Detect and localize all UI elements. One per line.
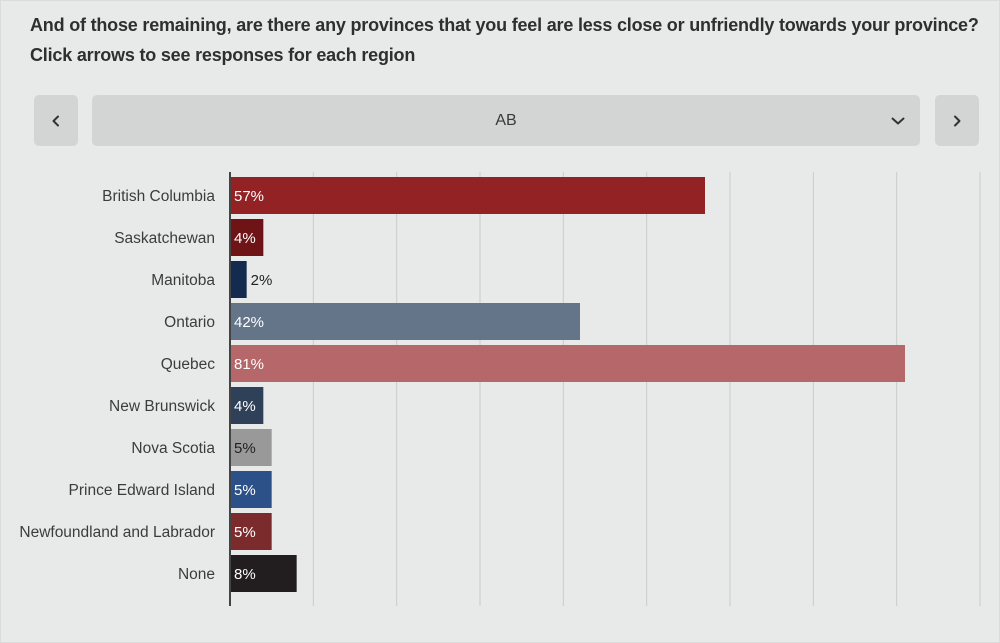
bar: [230, 387, 264, 424]
region-dropdown-value: AB: [495, 112, 517, 129]
bar-value-label: 5%: [234, 440, 256, 457]
next-region-button[interactable]: [935, 95, 979, 146]
category-label: Nova Scotia: [131, 440, 215, 457]
category-label: Newfoundland and Labrador: [19, 524, 215, 541]
bar-value-label: 8%: [234, 566, 256, 583]
category-label: Prince Edward Island: [69, 482, 215, 499]
bar: [230, 219, 264, 256]
bar-value-label: 5%: [234, 524, 256, 541]
bar-value-label: 5%: [234, 482, 256, 499]
category-label: Saskatchewan: [114, 230, 215, 247]
question-title: And of those remaining, are there any pr…: [30, 15, 979, 35]
bar-chart: British Columbia 57% Saskatchewan 4% Manitob…: [19, 172, 981, 606]
category-label: British Columbia: [102, 188, 215, 205]
bar-value-label: 2%: [251, 272, 273, 289]
bar-value-label: 4%: [234, 398, 256, 415]
bar: [230, 303, 580, 340]
category-label: Ontario: [164, 314, 215, 331]
bar: [230, 177, 705, 214]
category-label: Quebec: [161, 356, 216, 373]
bar: [230, 261, 247, 298]
previous-region-button[interactable]: [34, 95, 78, 146]
chevron-down-icon: [891, 117, 905, 125]
bar-value-label: 4%: [234, 230, 256, 247]
bar: [230, 345, 905, 382]
chevron-left-icon: [52, 115, 59, 126]
category-label: None: [178, 566, 215, 583]
question-instructions: Click arrows to see responses for each r…: [30, 45, 416, 65]
bar-value-label: 81%: [234, 356, 264, 373]
bar-value-label: 57%: [234, 188, 264, 205]
bar: [230, 513, 272, 550]
bar: [230, 555, 297, 592]
category-label: Manitoba: [151, 272, 215, 289]
bar: [230, 429, 272, 466]
bar: [230, 471, 272, 508]
question-text: And of those remaining, are there any pr…: [30, 10, 980, 70]
region-dropdown[interactable]: AB: [92, 95, 920, 146]
category-label: New Brunswick: [109, 398, 215, 415]
bar-value-label: 42%: [234, 314, 264, 331]
chevron-right-icon: [954, 115, 961, 126]
